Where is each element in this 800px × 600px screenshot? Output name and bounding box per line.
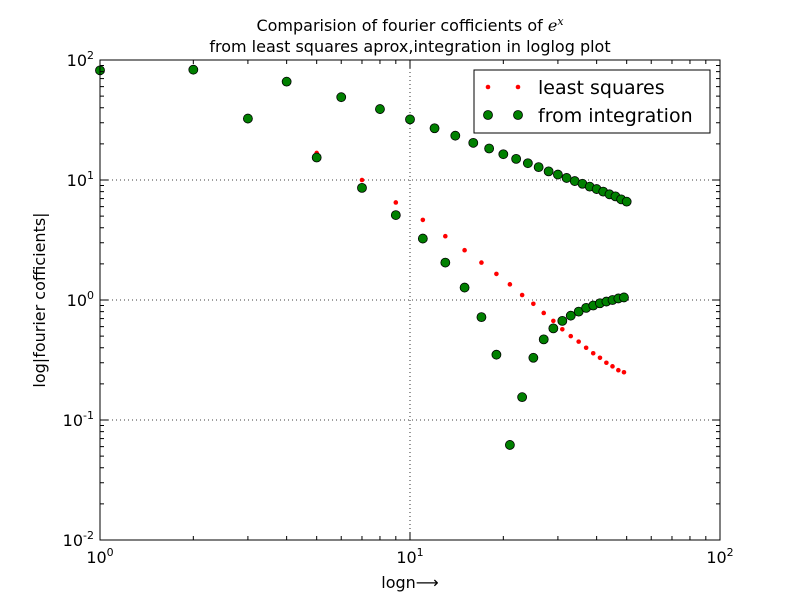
point-least-squares-24: [621, 369, 627, 375]
point-from-integration-9: [484, 143, 495, 154]
data-marks: [95, 64, 632, 450]
point-from-integration-28: [357, 182, 367, 193]
point-from-integration-5: [405, 114, 415, 125]
point-from-integration-37: [528, 352, 539, 363]
chart-title-line-2: from least squares aprox,integration in …: [209, 37, 610, 56]
point-from-integration-7: [450, 130, 461, 141]
point-least-squares-4: [393, 200, 399, 205]
legend-marker-least-squares-1: [485, 84, 491, 90]
point-from-integration-8: [468, 137, 479, 148]
point-from-integration-41: [565, 310, 576, 321]
legend-marker-least-squares-2: [515, 84, 521, 90]
point-least-squares-21: [604, 360, 609, 366]
point-from-integration-16: [561, 173, 572, 183]
point-from-integration-29: [390, 210, 401, 220]
x-tick-label-2: 102: [706, 546, 733, 567]
legend-marker-from-integration-2: [513, 110, 523, 120]
legend: least squares from integration: [473, 69, 711, 134]
x-tick-label-0: 100: [86, 546, 113, 567]
point-from-integration-40: [557, 315, 568, 326]
y-tick-label-1: 10-1: [63, 409, 94, 430]
point-from-integration-15: [553, 169, 563, 180]
point-from-integration-31: [440, 257, 451, 268]
point-from-integration-2: [281, 76, 292, 87]
axis-ticks: 100 101 102 10-2 10-1 100 101 102: [63, 49, 734, 567]
point-least-squares-7: [462, 247, 467, 253]
point-from-integration-36: [517, 392, 528, 403]
point-from-integration-33: [476, 312, 487, 323]
y-tick-label-2: 100: [67, 289, 94, 310]
point-least-squares-10: [507, 282, 513, 287]
point-from-integration-14: [543, 166, 554, 177]
point-from-integration-32: [459, 282, 470, 293]
point-from-integration-10: [498, 149, 509, 160]
point-from-integration-26: [243, 113, 253, 124]
point-least-squares-6: [443, 233, 448, 239]
point-from-integration-1: [188, 64, 199, 75]
point-from-integration-6: [429, 123, 440, 134]
point-least-squares-5: [420, 217, 426, 223]
point-least-squares-18: [583, 345, 589, 351]
point-least-squares-19: [590, 350, 596, 356]
chart-title-prefix: Comparision of fourier cofficients of: [256, 16, 547, 35]
point-least-squares-16: [568, 333, 574, 339]
y-tick-label-0: 10-2: [63, 529, 94, 550]
point-least-squares-15: [560, 326, 565, 332]
chart-title-math-exp: x: [557, 15, 564, 28]
point-from-integration-12: [522, 158, 533, 169]
point-from-integration-34: [491, 349, 502, 360]
point-from-integration-4: [375, 104, 385, 114]
point-from-integration-30: [417, 233, 428, 244]
point-least-squares-12: [531, 301, 536, 307]
x-axis-label: logn⟶: [381, 573, 439, 592]
legend-label-from-integration: from integration: [538, 105, 693, 127]
point-least-squares-22: [610, 364, 615, 369]
point-from-integration-25: [621, 196, 632, 207]
point-least-squares-23: [616, 367, 621, 373]
point-least-squares-20: [597, 355, 603, 361]
y-axis-label: log|fourier cofficients|: [30, 212, 49, 387]
point-least-squares-8: [479, 260, 484, 265]
point-from-integration-27: [311, 152, 322, 163]
chart-title-math-base: e: [548, 16, 557, 35]
point-from-integration-11: [511, 153, 522, 164]
legend-marker-from-integration-1: [483, 110, 493, 120]
point-least-squares-11: [519, 292, 525, 298]
point-from-integration-35: [504, 440, 515, 450]
x-tick-label-1: 101: [396, 546, 423, 567]
chart-title-line-1: Comparision of fourier cofficients of ex: [256, 15, 564, 35]
point-from-integration-39: [548, 323, 559, 334]
point-least-squares-17: [576, 339, 581, 344]
point-from-integration-38: [538, 334, 549, 345]
legend-box: [473, 69, 711, 134]
point-from-integration-49: [619, 292, 629, 303]
y-tick-label-4: 102: [67, 49, 94, 70]
point-least-squares-9: [494, 271, 499, 277]
point-least-squares-13: [541, 310, 547, 316]
legend-label-least-squares: least squares: [538, 77, 665, 99]
point-from-integration-3: [336, 92, 347, 103]
point-from-integration-13: [533, 162, 544, 173]
point-least-squares-14: [551, 318, 556, 324]
point-least-squares-3: [359, 177, 365, 183]
y-tick-label-3: 101: [67, 169, 94, 190]
